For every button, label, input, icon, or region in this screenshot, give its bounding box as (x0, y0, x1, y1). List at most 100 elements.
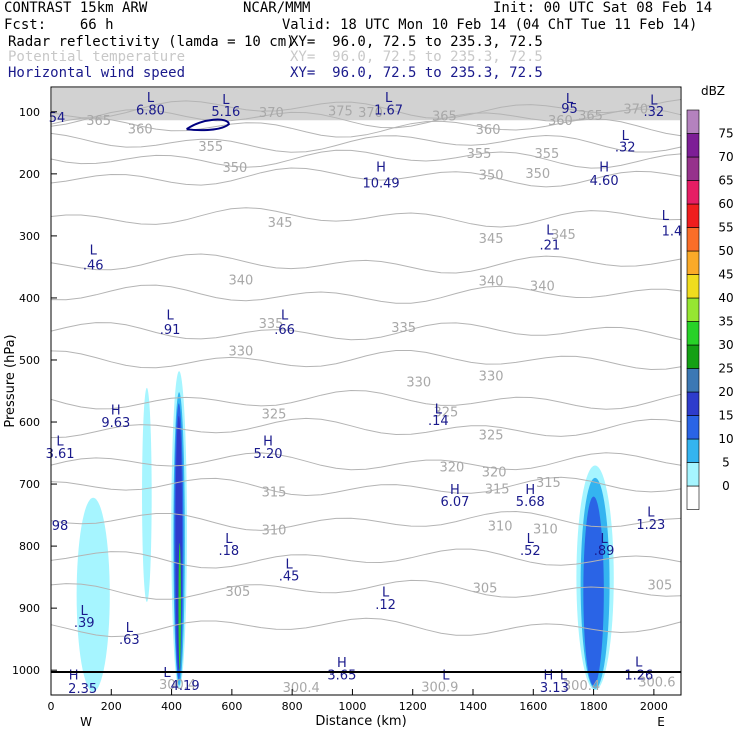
wind-extremum-label: L (662, 209, 670, 224)
colorbar-level: 60 (718, 197, 733, 211)
isentrope-label: 300.4 (563, 679, 600, 694)
isentrope-line (50, 284, 682, 304)
y-axis-label: Pressure (hPa) (3, 334, 18, 427)
y-tick-label: 800 (19, 540, 40, 553)
wind-extremum-label: H (337, 656, 347, 671)
isentrope-label: 370 (259, 106, 284, 121)
wind-extremum-label: H (376, 160, 386, 175)
wind-extremum-label: 2.35 (68, 682, 97, 697)
x-tick-label: 2000 (640, 700, 668, 713)
y-tick-label: 900 (19, 602, 40, 615)
wind-extremum-label: .52 (520, 544, 541, 559)
wind-speed-contour (186, 118, 230, 132)
isentrope-line (50, 207, 682, 228)
west-label: W (80, 715, 92, 729)
isentrope-label: 360 (548, 114, 573, 129)
wind-extremum-label: 1.67 (374, 103, 403, 118)
wind-extremum-label: .63 (119, 633, 140, 648)
colorbar-level: 30 (718, 338, 733, 352)
x-tick-label: 200 (101, 700, 122, 713)
x-tick-label: 0 (48, 700, 55, 713)
isentrope-label: 355 (198, 140, 223, 155)
wind-extremum-label: 5.20 (254, 447, 283, 462)
isentrope-label: 300.4 (159, 678, 196, 693)
init-time: Init: 00 UTC Sat 08 Feb 14 (493, 0, 713, 16)
wind-extremum-label: H (263, 435, 273, 450)
wind-extremum-label: 4.60 (590, 174, 619, 189)
isentrope-line (50, 510, 682, 531)
wind-extremum-label: L (147, 91, 155, 106)
isentrope-line (50, 149, 682, 169)
colorbar-swatch (686, 391, 700, 416)
wind-extremum-label: L (56, 435, 64, 450)
isentrope-label: 375 (328, 105, 353, 120)
wind-extremum-label: L (225, 532, 233, 547)
wind-extremum-label: L (442, 669, 450, 684)
isentrope-label: 330 (228, 345, 253, 360)
wind-extremum-label: .66 (274, 323, 295, 338)
wind-extremum-label: L (546, 224, 554, 239)
wind-extremum-label: .21 (540, 239, 561, 254)
valid-time: Valid: 18 UTC Mon 10 Feb 14 (04 ChT Tue … (282, 17, 698, 33)
isentrope-label: 370 (358, 106, 383, 121)
field-xy-reflectivity: XY= 96.0, 72.5 to 235.3, 72.5 (290, 34, 543, 50)
colorbar-swatch (686, 203, 700, 228)
colorbar-level: 15 (718, 409, 733, 423)
isentrope-label: 300.9 (421, 680, 458, 695)
wind-extremum-label: .32 (615, 141, 636, 156)
isentrope-label: 335 (259, 317, 284, 332)
colorbar-swatch (686, 321, 700, 346)
isentrope-label: 350 (479, 168, 504, 183)
x-tick-label: 800 (282, 700, 303, 713)
wind-extremum-label: L (163, 666, 171, 681)
isentrope-label: 350 (222, 161, 247, 176)
x-tick-label: 1200 (399, 700, 427, 713)
y-tick-label: 300 (19, 230, 40, 243)
colorbar-level: 10 (718, 432, 733, 446)
model-title: CONTRAST 15km ARW (4, 0, 148, 16)
colorbar-level: 75 (718, 127, 733, 141)
wind-extremum-label: 6.80 (136, 103, 165, 118)
y-tick-label: 100 (19, 106, 40, 119)
x-tick-label: 400 (161, 700, 182, 713)
isentrope-line (50, 389, 682, 410)
wind-extremum-label: H (111, 404, 121, 419)
wind-extremum-label: L (527, 532, 535, 547)
field-name-reflectivity: Radar reflectivity (lamda = 10 cm) (8, 34, 295, 50)
plot-frame (50, 86, 682, 696)
colorbar-level: 65 (718, 174, 733, 188)
isentrope-label: 315 (485, 482, 510, 497)
isentrope-label: 365 (86, 114, 111, 129)
wind-extremum-label: .45 (279, 569, 300, 584)
colorbar-level: 0 (722, 479, 730, 493)
colorbar-swatch (686, 274, 700, 299)
wind-extremum-label: H (525, 483, 535, 498)
wind-extremum-label: H (543, 669, 553, 684)
colorbar-swatch (686, 250, 700, 275)
reflectivity-cell-30dbz (178, 543, 181, 671)
isentrope-line (50, 253, 682, 274)
wind-extremum-label: 3.13 (540, 681, 569, 696)
x-tick-label: 600 (221, 700, 242, 713)
wind-extremum-label: 4.19 (171, 679, 200, 694)
colorbar-swatch (686, 344, 700, 369)
isentrope-label: 300.4 (283, 681, 320, 696)
isentrope-label: 310 (488, 520, 513, 535)
isentrope-label: 330 (406, 376, 431, 391)
wind-extremum-label: .46 (83, 258, 104, 273)
isentrope-line (50, 99, 682, 119)
colorbar-level: 40 (718, 291, 733, 305)
wind-extremum-label: .18 (219, 544, 240, 559)
x-axis-label: Distance (km) (315, 714, 406, 729)
colorbar-level: 20 (718, 385, 733, 399)
wind-extremum-label: L (166, 309, 174, 324)
wind-extremum-label: L (90, 244, 98, 259)
wind-extremum-label: 1.4 (662, 224, 683, 239)
isentrope-label: 360 (128, 123, 153, 138)
colorbar-swatch (686, 485, 700, 510)
wind-extremum-label: L (281, 309, 289, 324)
wind-extremum-label: L (385, 91, 393, 106)
x-tick-label: 1000 (338, 700, 366, 713)
wind-extremum-label: L (435, 402, 443, 417)
isentrope-label: 345 (479, 232, 504, 247)
